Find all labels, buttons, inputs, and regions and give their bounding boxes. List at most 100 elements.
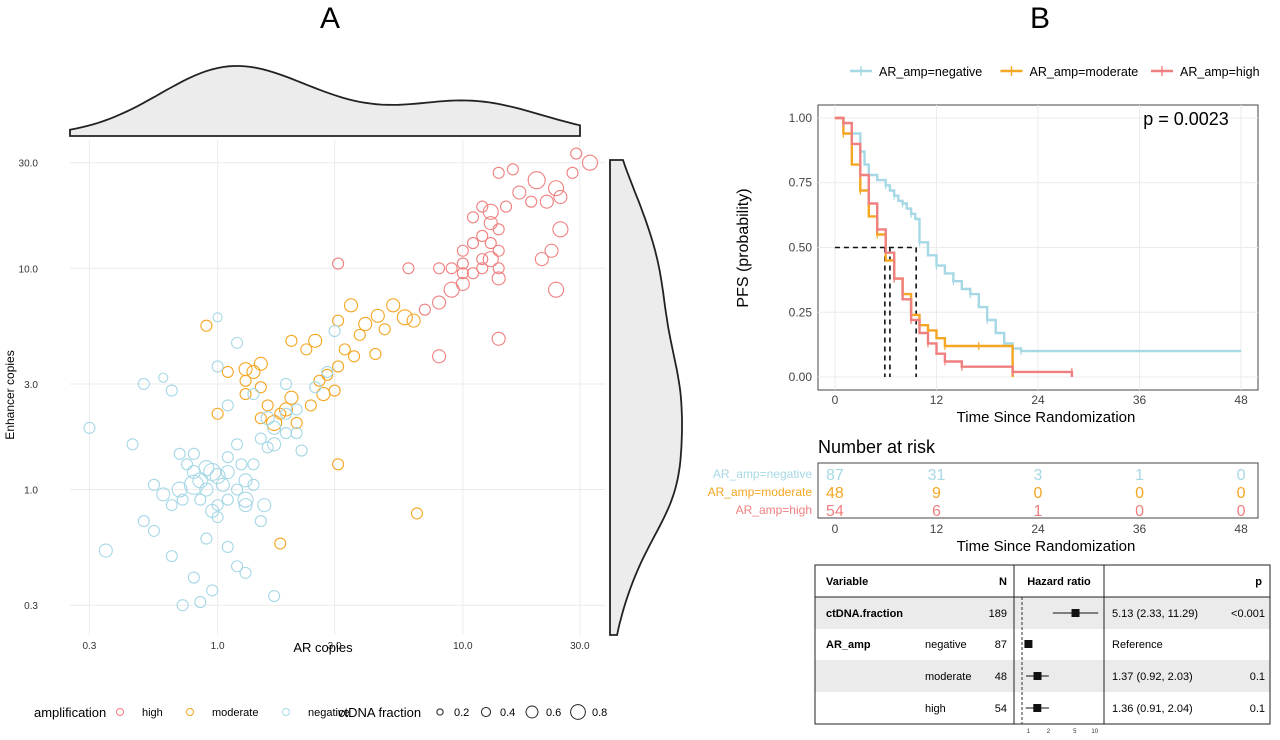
point-high (432, 295, 447, 310)
point-negative (137, 515, 150, 528)
point-negative (137, 377, 150, 391)
legend-color-title: amplification (34, 705, 106, 720)
km-legend: AR_amp=negative AR_amp=moderate AR_amp=hig… (850, 65, 1260, 79)
legend-color-label: high (142, 707, 163, 719)
point-high (492, 262, 505, 275)
risk-row-label: AR_amp=negative (713, 467, 812, 481)
point-moderate (211, 407, 224, 420)
point-moderate (239, 388, 252, 401)
forest-header-bg (815, 565, 1270, 597)
point-negative (221, 493, 234, 506)
point-high (476, 200, 489, 213)
forest-estimate (1033, 672, 1042, 680)
km-panel: AR_amp=negative AR_amp=moderate AR_amp=hig… (735, 65, 1260, 426)
point-negative (257, 498, 272, 513)
point-negative (215, 477, 230, 492)
point-moderate (221, 365, 234, 378)
point-moderate (316, 387, 331, 402)
point-negative (267, 420, 282, 435)
point-negative (147, 478, 161, 491)
forest-header-p: p (1255, 576, 1262, 588)
point-moderate (304, 399, 317, 412)
point-high (456, 244, 469, 257)
legend-size-key (525, 705, 539, 719)
point-high (483, 216, 498, 231)
point-negative (199, 482, 214, 497)
point-moderate (369, 347, 382, 360)
point-negative (279, 377, 293, 391)
km-x-tick: 24 (1031, 393, 1045, 407)
point-moderate (347, 350, 361, 363)
point-negative (238, 498, 253, 513)
point-negative (165, 550, 178, 563)
point-moderate (332, 458, 345, 471)
point-negative (198, 460, 215, 477)
risk-table-rows: AR_amp=negative 87 31 3 1 0AR_amp=moderate 48 9… (708, 467, 1246, 520)
point-negative (165, 384, 178, 397)
risk-count: 0 (1237, 503, 1246, 520)
point-negative (171, 481, 188, 498)
point-moderate (343, 298, 359, 313)
legend-size-key (570, 704, 586, 720)
forest-estimate (1071, 609, 1080, 617)
point-negative (295, 444, 308, 457)
point-moderate (284, 390, 299, 405)
y-tick-label: 10.0 (19, 264, 39, 275)
point-negative (158, 372, 169, 383)
y-tick-label: 3.0 (24, 380, 38, 391)
point-negative (187, 447, 200, 460)
point-moderate (300, 343, 313, 356)
point-moderate (238, 362, 253, 377)
y-tick-label: 1.0 (24, 486, 38, 497)
x-tick-label: 1.0 (211, 641, 225, 652)
point-high (476, 262, 489, 275)
forest-frame (814, 564, 1271, 725)
km-x-label: Time Since Randomization (957, 409, 1136, 426)
km-legend-label: AR_amp=negative (879, 65, 982, 79)
point-moderate (308, 333, 323, 348)
km-y-label: PFS (probability) (735, 188, 752, 307)
risk-table: Number at risk AR_amp=negative 87 31 3 1 0AR_… (708, 437, 1259, 555)
forest-hr-text: 5.13 (2.33, 11.29) (1112, 608, 1198, 620)
point-high (476, 229, 489, 242)
risk-count: 0 (1135, 485, 1144, 502)
point-high (492, 223, 505, 236)
point-moderate (370, 308, 385, 323)
legend-size-key (436, 708, 444, 716)
km-median-lines (834, 246, 917, 378)
point-negative (221, 451, 234, 464)
forest-n: 87 (995, 639, 1007, 651)
forest-level: moderate (925, 671, 971, 683)
point-negative (176, 493, 189, 506)
forest-row-bg-1 (815, 597, 1270, 629)
km-pvalue: p = 0.0023 (1143, 109, 1229, 129)
risk-count: 0 (1237, 485, 1246, 502)
x-tick-label: 0.3 (82, 641, 96, 652)
km-x-tick: 36 (1133, 393, 1147, 407)
forest-hr-text: 1.37 (0.92, 2.03) (1112, 671, 1193, 683)
point-moderate (246, 364, 261, 379)
point-negative (165, 499, 178, 512)
forest-table: Variable N Hazard ratio p ctDNA.fraction… (814, 564, 1271, 735)
point-high (552, 221, 569, 238)
forest-axis: 1 2 5 10 (1027, 729, 1099, 735)
point-moderate (313, 374, 326, 387)
point-high (544, 243, 559, 258)
forest-variable: ctDNA.fraction (826, 608, 903, 620)
point-negative (247, 458, 260, 471)
x-tick-label: 30.0 (570, 641, 590, 652)
risk-count: 6 (932, 503, 941, 520)
risk-count: 0 (1135, 503, 1144, 520)
risk-table-x-ticks: 0 12 24 36 48 (832, 522, 1248, 536)
point-high (512, 185, 527, 200)
point-negative (254, 515, 267, 528)
risk-row-label: AR_amp=high (736, 503, 812, 517)
point-moderate (261, 399, 274, 412)
point-high (456, 267, 469, 280)
risk-count: 31 (928, 467, 946, 484)
km-curves (834, 116, 1242, 377)
point-negative (194, 595, 207, 609)
risk-count: 48 (826, 485, 844, 502)
point-high (466, 267, 480, 280)
scatter-y-label: Enhancer copies (3, 350, 17, 439)
